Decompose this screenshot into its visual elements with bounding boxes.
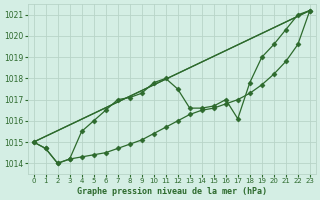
X-axis label: Graphe pression niveau de la mer (hPa): Graphe pression niveau de la mer (hPa) (77, 187, 267, 196)
